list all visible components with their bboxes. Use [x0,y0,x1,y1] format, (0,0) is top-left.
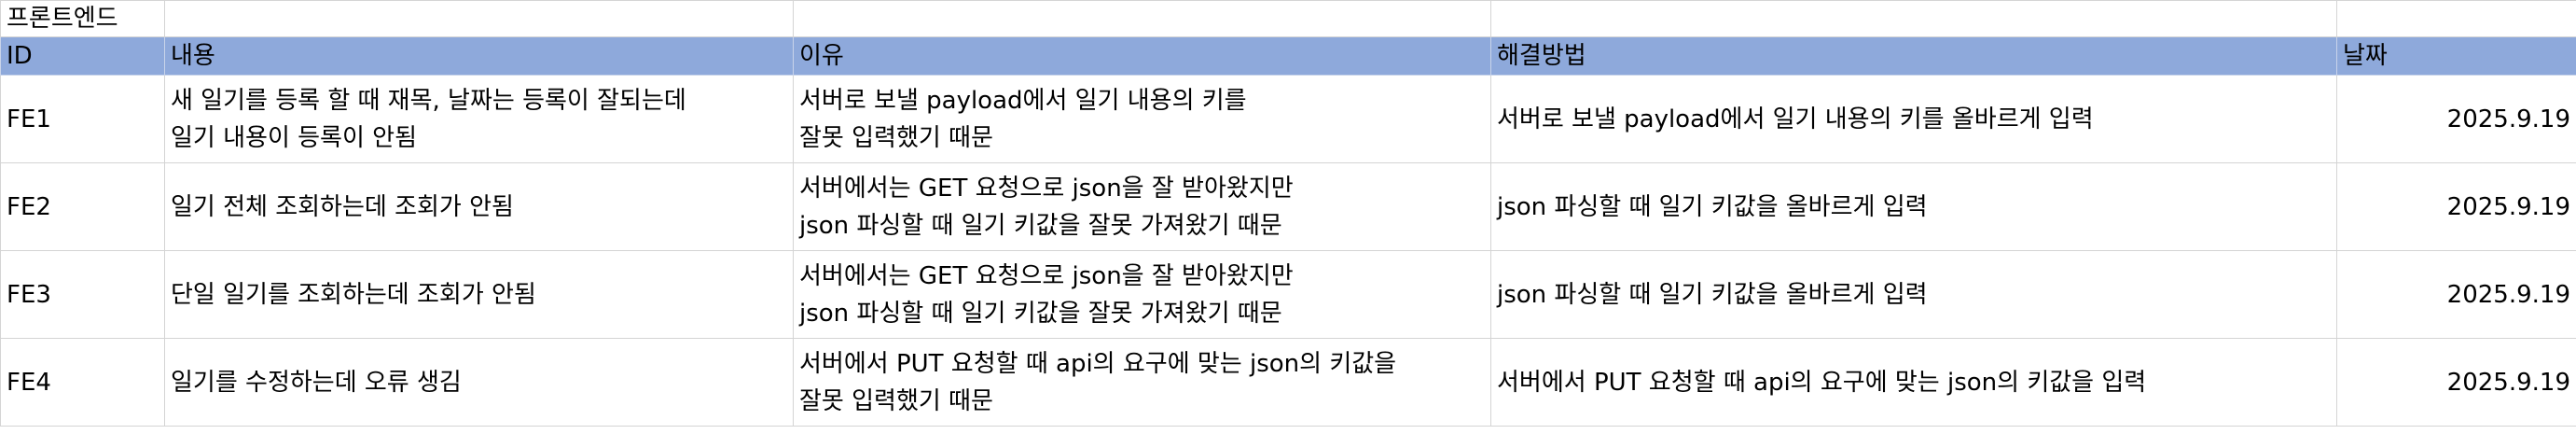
content-cell[interactable]: 일기를 수정하는데 오류 생김 [164,338,794,427]
sheet-title-cell[interactable]: 프론트엔드 [0,0,165,37]
header-content[interactable]: 내용 [164,36,794,76]
solution-cell[interactable]: json 파싱할 때 일기 키값을 올바르게 입력 [1490,250,2337,339]
content-line: 일기를 수정하는데 오류 생김 [171,368,462,397]
date-cell[interactable]: 2025.9.19 [2336,75,2576,163]
reason-line: 서버에서는 GET 요청으로 json을 잘 받아왔지만 [799,261,1294,290]
reason-line: 서버로 보낼 payload에서 일기 내용의 키를 [799,86,1247,115]
id-cell[interactable]: FE2 [0,162,165,251]
content-line: 새 일기를 등록 할 때 재목, 날짜는 등록이 잘되는데 [171,86,686,115]
id-cell[interactable]: FE4 [0,338,165,427]
content-line: 단일 일기를 조회하는데 조회가 안됨 [171,280,536,309]
empty-cell[interactable] [1490,0,2337,37]
date-cell[interactable]: 2025.9.19 [2336,338,2576,427]
reason-line: 잘못 입력했기 때문 [799,386,993,415]
reason-line: 잘못 입력했기 때문 [799,123,993,152]
date-cell[interactable]: 2025.9.19 [2336,250,2576,339]
reason-cell[interactable]: 서버에서는 GET 요청으로 json을 잘 받아왔지만 json 파싱할 때 … [793,162,1491,251]
empty-cell[interactable] [2336,0,2576,37]
id-cell[interactable]: FE1 [0,75,165,163]
reason-cell[interactable]: 서버로 보낼 payload에서 일기 내용의 키를 잘못 입력했기 때문 [793,75,1491,163]
solution-cell[interactable]: 서버로 보낼 payload에서 일기 내용의 키를 올바르게 입력 [1490,75,2337,163]
header-reason[interactable]: 이유 [793,36,1491,76]
id-cell[interactable]: FE3 [0,250,165,339]
content-line: 일기 내용이 등록이 안됨 [171,123,417,152]
header-id[interactable]: ID [0,36,165,76]
reason-cell[interactable]: 서버에서는 GET 요청으로 json을 잘 받아왔지만 json 파싱할 때 … [793,250,1491,339]
table-row: FE2 일기 전체 조회하는데 조회가 안됨 서버에서는 GET 요청으로 js… [0,162,2576,251]
reason-line: json 파싱할 때 일기 키값을 잘못 가져왔기 때문 [799,211,1282,240]
header-date[interactable]: 날짜 [2336,36,2576,76]
content-cell[interactable]: 일기 전체 조회하는데 조회가 안됨 [164,162,794,251]
table-row: FE4 일기를 수정하는데 오류 생김 서버에서 PUT 요청할 때 api의 … [0,338,2576,427]
reason-line: 서버에서는 GET 요청으로 json을 잘 받아왔지만 [799,174,1294,203]
content-cell[interactable]: 새 일기를 등록 할 때 재목, 날짜는 등록이 잘되는데 일기 내용이 등록이… [164,75,794,163]
solution-cell[interactable]: 서버에서 PUT 요청할 때 api의 요구에 맞는 json의 키값을 입력 [1490,338,2337,427]
empty-cell[interactable] [164,0,794,37]
reason-cell[interactable]: 서버에서 PUT 요청할 때 api의 요구에 맞는 json의 키값을 잘못 … [793,338,1491,427]
header-row: ID 내용 이유 해결방법 날짜 [0,36,2576,76]
table-row: FE1 새 일기를 등록 할 때 재목, 날짜는 등록이 잘되는데 일기 내용이… [0,75,2576,163]
reason-line: 서버에서 PUT 요청할 때 api의 요구에 맞는 json의 키값을 [799,349,1397,378]
title-row: 프론트엔드 [0,0,2576,37]
header-solution[interactable]: 해결방법 [1490,36,2337,76]
reason-line: json 파싱할 때 일기 키값을 잘못 가져왔기 때문 [799,299,1282,328]
content-cell[interactable]: 단일 일기를 조회하는데 조회가 안됨 [164,250,794,339]
date-cell[interactable]: 2025.9.19 [2336,162,2576,251]
empty-cell[interactable] [793,0,1491,37]
solution-cell[interactable]: json 파싱할 때 일기 키값을 올바르게 입력 [1490,162,2337,251]
content-line: 일기 전체 조회하는데 조회가 안됨 [171,192,514,221]
table-row: FE3 단일 일기를 조회하는데 조회가 안됨 서버에서는 GET 요청으로 j… [0,250,2576,339]
